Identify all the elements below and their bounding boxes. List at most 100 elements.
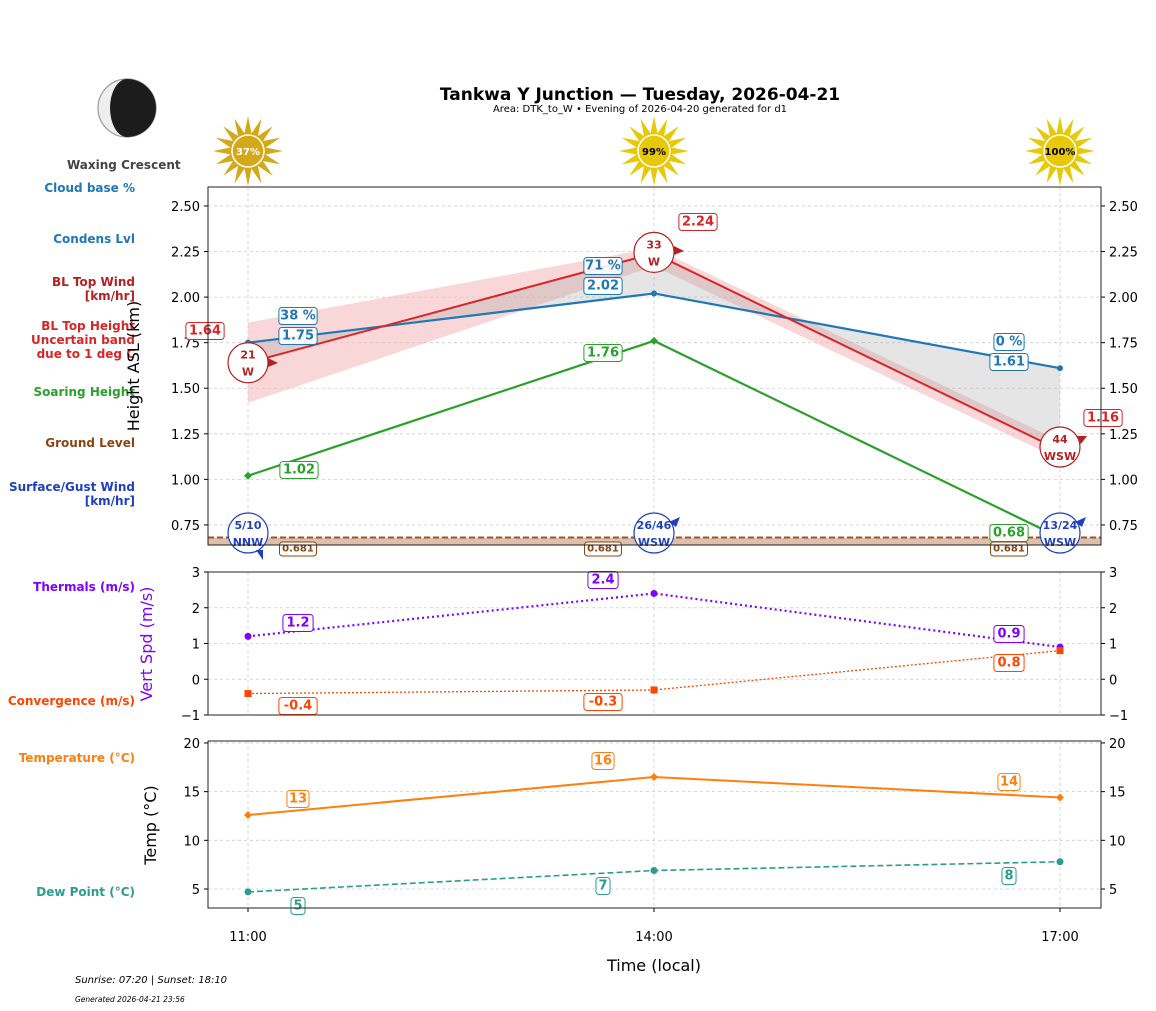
- y-tick-label-left: 15: [183, 786, 200, 801]
- y-tick-label-left: 3: [192, 566, 200, 581]
- y-tick-label-left: 2.25: [171, 246, 200, 261]
- cloud-percent-label-text: 38 %: [280, 309, 316, 324]
- bl-wind-marker-direction: W: [648, 255, 660, 268]
- y-tick-label-right: 15: [1109, 786, 1126, 801]
- ground-label: 0.681: [990, 541, 1028, 557]
- surface-wind-marker-direction: NNW: [233, 536, 264, 549]
- y-tick-label-left: 0.75: [171, 519, 200, 534]
- bl-wind-marker: 21 W: [227, 342, 278, 384]
- bl-top-label: 1.64: [185, 322, 225, 340]
- thermal-point: [244, 632, 252, 640]
- y-tick-label-left: 0: [192, 673, 200, 688]
- thermal-label-box: [282, 614, 314, 632]
- dew-label-box: [290, 897, 306, 915]
- temperature-label-box: [997, 773, 1021, 791]
- surface-wind-marker-direction: WSW: [638, 536, 670, 549]
- soaring-label-box: [279, 461, 319, 479]
- y-tick-label-left: 1.25: [171, 428, 200, 443]
- soaring-label: 0.68: [989, 524, 1029, 542]
- bl-top-label-text: 1.16: [1087, 411, 1119, 426]
- thermal-label: 1.2: [282, 614, 314, 632]
- bl-top-label-text: 1.64: [189, 324, 221, 339]
- temperature-label-text: 16: [594, 754, 612, 769]
- cloud-percent-label-text: 0 %: [996, 335, 1023, 350]
- axes-frame: [207, 740, 1102, 909]
- dew-label-box: [595, 877, 611, 895]
- temperature-label-box: [286, 790, 310, 808]
- y-tick-label-right: 2: [1109, 602, 1117, 617]
- bl-wind-marker-arrow-icon: [268, 358, 278, 367]
- label-bl-wind: BL Top Wind [km/hr]: [51, 275, 135, 303]
- y-tick-label-right: 10: [1109, 834, 1126, 849]
- label-temperature: Temperature (°C): [18, 751, 135, 765]
- soaring-label-text: 1.02: [283, 463, 315, 478]
- convergence-label-text: -0.3: [589, 695, 617, 710]
- sun-percent: 100%: [1045, 147, 1076, 158]
- y-tick-label-left: 1.75: [171, 337, 200, 352]
- temperature-label-box: [591, 752, 615, 770]
- temperature-point: [244, 811, 252, 820]
- condens-label-text: 1.75: [282, 329, 314, 344]
- cloud-percent-label: 71 %: [583, 257, 623, 275]
- axes-frame: [207, 571, 1102, 716]
- sun-times: Sunrise: 07:20 | Sunset: 18:10: [75, 975, 228, 986]
- bl-top-label-text: 2.24: [682, 215, 714, 230]
- surface-wind-marker-arrow-icon: [1075, 517, 1086, 527]
- soaring-label-box: [583, 344, 623, 362]
- y-tick-label-left: 10: [183, 834, 200, 849]
- condens-point: [1057, 365, 1063, 372]
- temperature-label: 16: [591, 752, 615, 770]
- surface-wind-marker-arrow-icon: [256, 550, 263, 560]
- y-axis-label: Vert Spd (m/s): [137, 587, 156, 702]
- x-tick-label: 14:00: [635, 930, 672, 945]
- bl-wind-marker: 44 WSW: [1039, 426, 1087, 468]
- convergence-point: [650, 686, 658, 694]
- thermal-label: 2.4: [587, 571, 619, 589]
- condens-label-box: [278, 327, 318, 345]
- x-tick-label: 11:00: [229, 930, 266, 945]
- x-tick-label: 17:00: [1041, 930, 1078, 945]
- dew-label-text: 5: [293, 899, 302, 914]
- thermal-line: [247, 592, 1061, 649]
- condens-label-text: 2.02: [587, 279, 619, 294]
- y-tick-label-right: 1.00: [1109, 473, 1138, 488]
- cloud-percent-label-box: [278, 307, 318, 325]
- temperature-point: [650, 773, 658, 782]
- surface-wind-marker-arrow-icon: [669, 517, 680, 527]
- cloud-percent-label-text: 71 %: [585, 259, 621, 274]
- bl-wind-marker-arrow-icon: [1076, 436, 1087, 444]
- condens-label: 1.75: [278, 327, 318, 345]
- soaring-label: 1.76: [583, 344, 623, 362]
- moon-icon: [97, 78, 157, 138]
- convergence-label-box: [583, 693, 623, 711]
- y-axis-label: Temp (°C): [141, 785, 160, 865]
- convergence-label: -0.3: [583, 693, 623, 711]
- dew-label-box: [1001, 867, 1017, 885]
- bl-top-label-box: [678, 213, 718, 231]
- sun-percent: 37%: [236, 147, 260, 158]
- y-tick-label-right: 2.00: [1109, 291, 1138, 306]
- y-tick-label-left: 20: [183, 737, 200, 752]
- ground-label: 0.681: [584, 541, 622, 557]
- label-convergence: Convergence (m/s): [7, 694, 135, 708]
- y-tick-label-right: 5: [1109, 883, 1117, 898]
- y-tick-label-left: −1: [181, 709, 200, 724]
- label-thermals: Thermals (m/s): [33, 580, 135, 594]
- y-tick-label-right: 1.25: [1109, 428, 1138, 443]
- dew-label: 5: [290, 897, 306, 915]
- surface-wind-marker-speed: 13/24: [1043, 519, 1078, 532]
- ground-label-text: 0.681: [282, 544, 314, 555]
- y-tick-label-left: 5: [192, 883, 200, 898]
- sun-percent: 99%: [642, 147, 666, 158]
- bl-top-label: 1.16: [1083, 409, 1123, 427]
- bl-wind-marker-direction: W: [242, 366, 254, 379]
- y-tick-label-left: 1.50: [171, 382, 200, 397]
- dew-label: 7: [595, 877, 611, 895]
- temperature-label-text: 14: [1000, 775, 1018, 790]
- surface-wind-marker-circle: [1039, 512, 1081, 554]
- dew-point: [244, 888, 252, 896]
- convergence-label-text: -0.4: [284, 699, 312, 714]
- bl-wind-marker-speed: 33: [646, 238, 661, 251]
- bl-wind-marker: 33 W: [633, 231, 684, 273]
